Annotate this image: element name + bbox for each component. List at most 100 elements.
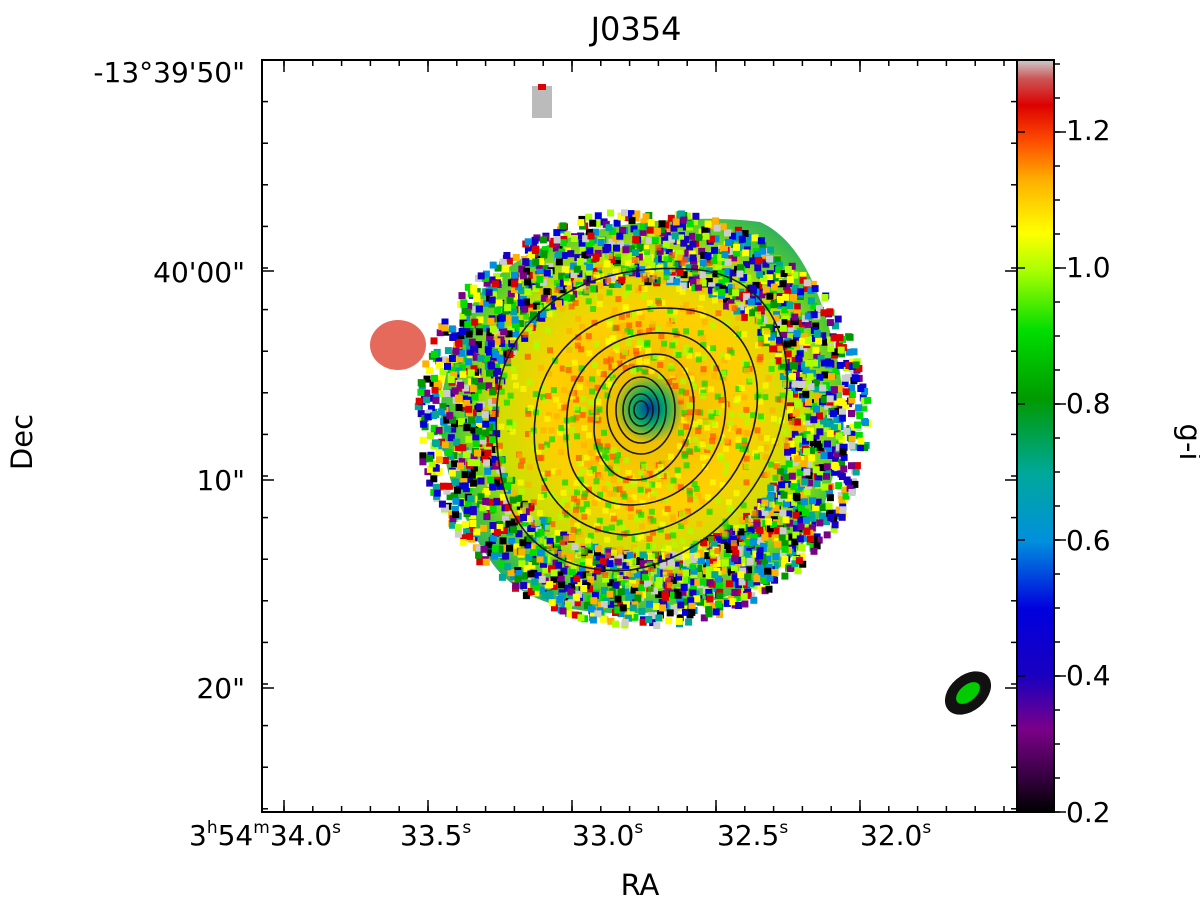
noise-pixel bbox=[712, 608, 720, 616]
noise-pixel bbox=[791, 478, 799, 486]
noise-pixel bbox=[538, 314, 546, 322]
y-tick-label: 20" bbox=[196, 672, 245, 705]
noise-pixel bbox=[735, 230, 743, 238]
noise-pixel bbox=[626, 497, 633, 504]
noise-pixel bbox=[439, 482, 447, 490]
noise-pixel bbox=[709, 479, 716, 486]
noise-pixel bbox=[609, 351, 616, 358]
noise-pixel bbox=[728, 349, 735, 356]
noise-pixel bbox=[757, 445, 764, 452]
noise-pixel bbox=[517, 287, 525, 294]
noise-pixel bbox=[561, 404, 568, 411]
noise-pixel bbox=[840, 465, 848, 473]
noise-pixel bbox=[826, 509, 833, 517]
noise-pixel bbox=[662, 509, 669, 516]
noise-pixel bbox=[542, 397, 549, 404]
noise-pixel bbox=[467, 495, 475, 503]
noise-pixel bbox=[747, 376, 754, 383]
noise-pixel bbox=[608, 470, 615, 477]
noise-pixel bbox=[435, 357, 443, 365]
noise-pixel bbox=[446, 412, 454, 420]
noise-pixel bbox=[672, 218, 680, 226]
noise-pixel bbox=[568, 561, 575, 568]
noise-pixel bbox=[613, 347, 620, 354]
noise-pixel bbox=[692, 421, 698, 428]
noise-pixel bbox=[794, 400, 802, 408]
noise-pixel bbox=[628, 261, 635, 268]
noise-pixel bbox=[766, 530, 774, 538]
noise-pixel bbox=[491, 545, 499, 553]
noise-pixel bbox=[441, 356, 449, 364]
noise-pixel bbox=[556, 595, 564, 603]
noise-pixel bbox=[512, 582, 520, 590]
noise-pixel bbox=[615, 272, 623, 280]
noise-pixel bbox=[603, 358, 610, 365]
noise-pixel bbox=[734, 299, 741, 306]
noise-pixel bbox=[653, 227, 661, 235]
noise-pixel bbox=[792, 423, 800, 431]
noise-pixel bbox=[590, 466, 597, 473]
noise-pixel bbox=[588, 449, 595, 456]
noise-pixel bbox=[791, 386, 798, 394]
noise-pixel bbox=[670, 316, 677, 323]
noise-pixel bbox=[540, 427, 547, 434]
noise-pixel bbox=[811, 359, 818, 367]
noise-pixel bbox=[816, 468, 824, 476]
noise-pixel bbox=[536, 537, 543, 544]
noise-pixel bbox=[463, 314, 471, 322]
noise-pixel bbox=[683, 546, 689, 553]
noise-pixel bbox=[498, 388, 505, 395]
noise-pixel bbox=[445, 449, 453, 457]
noise-pixel bbox=[652, 353, 659, 359]
noise-pixel bbox=[679, 288, 686, 295]
noise-pixel bbox=[449, 425, 457, 433]
noise-pixel bbox=[677, 254, 685, 262]
noise-pixel bbox=[691, 481, 698, 488]
noise-pixel bbox=[599, 615, 607, 623]
noise-pixel bbox=[575, 315, 582, 322]
noise-pixel bbox=[461, 337, 469, 345]
noise-pixel bbox=[837, 385, 845, 392]
noise-pixel bbox=[659, 299, 666, 306]
noise-pixel bbox=[802, 437, 809, 445]
noise-pixel bbox=[573, 503, 580, 510]
noise-pixel bbox=[806, 433, 814, 441]
noise-pixel bbox=[508, 340, 516, 348]
noise-pixel bbox=[816, 373, 824, 381]
noise-pixel bbox=[739, 567, 747, 575]
noise-pixel bbox=[516, 452, 523, 459]
noise-pixel bbox=[737, 303, 745, 311]
noise-pixel bbox=[510, 573, 518, 580]
noise-pixel bbox=[458, 418, 466, 426]
noise-pixel bbox=[518, 560, 526, 568]
noise-pixel bbox=[839, 408, 846, 416]
noise-pixel bbox=[797, 288, 805, 296]
noise-pixel bbox=[530, 241, 538, 249]
contours bbox=[495, 267, 788, 572]
noise-pixel bbox=[581, 513, 588, 520]
noise-pixel bbox=[448, 355, 456, 362]
noise-pixel bbox=[644, 278, 652, 286]
noise-pixel bbox=[515, 494, 523, 502]
noise-pixel bbox=[821, 371, 829, 379]
noise-pixel bbox=[826, 452, 834, 459]
noise-pixel bbox=[495, 328, 503, 336]
noise-pixel bbox=[804, 320, 812, 328]
noise-pixel bbox=[745, 539, 753, 546]
noise-pixel bbox=[602, 572, 609, 578]
noise-pixel bbox=[498, 313, 506, 321]
noise-pixel bbox=[677, 234, 685, 242]
noise-pixel bbox=[704, 552, 712, 560]
noise-pixel bbox=[836, 334, 844, 342]
noise-pixel bbox=[779, 509, 787, 517]
noise-pixel bbox=[803, 448, 810, 456]
noise-pixel bbox=[777, 345, 784, 352]
noise-pixel bbox=[579, 506, 586, 513]
noise-pixel bbox=[429, 379, 437, 387]
noise-pixel bbox=[622, 364, 629, 371]
noise-pixel bbox=[466, 349, 474, 357]
noise-pixel bbox=[553, 396, 560, 403]
noise-pixel bbox=[761, 499, 769, 507]
x-axis-label: RA bbox=[621, 868, 660, 902]
noise-pixel bbox=[604, 392, 611, 399]
